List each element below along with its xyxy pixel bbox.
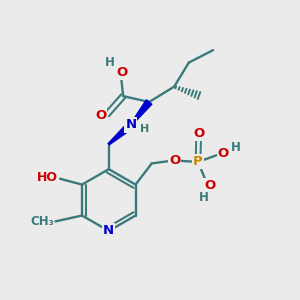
Text: H: H <box>105 56 115 69</box>
Text: P: P <box>193 155 203 168</box>
Text: H: H <box>199 191 209 204</box>
Text: O: O <box>204 179 215 192</box>
Text: O: O <box>95 109 106 122</box>
Text: O: O <box>194 127 205 140</box>
Text: O: O <box>117 66 128 79</box>
Polygon shape <box>108 122 134 145</box>
Text: HO: HO <box>37 171 58 184</box>
Text: O: O <box>218 147 229 160</box>
Text: O: O <box>169 154 180 167</box>
Text: H: H <box>231 141 241 154</box>
Text: H: H <box>140 124 149 134</box>
Text: CH₃: CH₃ <box>30 215 54 228</box>
Text: N: N <box>103 224 114 238</box>
Polygon shape <box>130 100 152 125</box>
Text: N: N <box>125 118 136 131</box>
